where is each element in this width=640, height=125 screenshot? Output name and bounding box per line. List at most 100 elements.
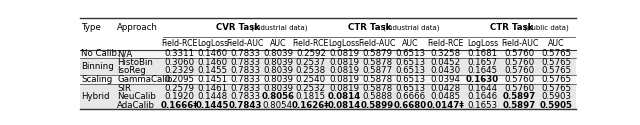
Text: Field-AUC: Field-AUC (501, 39, 538, 48)
Text: AUC: AUC (403, 39, 419, 48)
Text: CTR Task: CTR Task (490, 23, 534, 32)
Text: 0.7833: 0.7833 (230, 58, 260, 67)
Text: 0.8039: 0.8039 (263, 49, 293, 58)
Text: IsoReg: IsoReg (117, 66, 146, 76)
Text: 0.0430: 0.0430 (431, 66, 461, 76)
Text: Field-RCE: Field-RCE (292, 39, 329, 48)
Text: Binning: Binning (81, 62, 114, 71)
Text: 0.1455: 0.1455 (197, 66, 227, 76)
Text: 0.1646: 0.1646 (468, 92, 498, 101)
Text: 0.5878: 0.5878 (362, 75, 392, 84)
Text: 0.5888: 0.5888 (362, 92, 392, 101)
Text: 0.1645: 0.1645 (468, 66, 498, 76)
Text: 0.2537: 0.2537 (296, 58, 326, 67)
Text: (public data): (public data) (522, 24, 569, 31)
Text: 0.7833: 0.7833 (230, 75, 260, 84)
Text: Scaling: Scaling (81, 75, 113, 84)
Text: 0.1451: 0.1451 (197, 75, 227, 84)
Text: 0.5765: 0.5765 (541, 84, 572, 92)
Text: 0.2538: 0.2538 (296, 66, 326, 76)
Text: 0.1657: 0.1657 (468, 58, 498, 67)
Text: AUC: AUC (548, 39, 564, 48)
Text: Type: Type (81, 23, 101, 32)
Text: 0.8039: 0.8039 (263, 66, 293, 76)
Text: 0.8039: 0.8039 (263, 75, 293, 84)
Text: 0.2540: 0.2540 (296, 75, 326, 84)
Text: 0.7833: 0.7833 (230, 84, 260, 92)
Text: 0.1644: 0.1644 (468, 84, 498, 92)
Text: AUC: AUC (269, 39, 286, 48)
Text: 0.7833: 0.7833 (230, 92, 260, 101)
Text: 0.6513: 0.6513 (396, 49, 426, 58)
Text: 0.5879: 0.5879 (362, 49, 392, 58)
Text: 0.0394: 0.0394 (431, 75, 461, 84)
Text: LogLoss: LogLoss (197, 39, 228, 48)
Text: 0.0819: 0.0819 (329, 58, 359, 67)
Text: 0.2095: 0.2095 (164, 75, 195, 84)
Text: 0.5765: 0.5765 (541, 66, 572, 76)
Text: HistoBin: HistoBin (117, 58, 153, 67)
Text: 0.1460: 0.1460 (197, 58, 227, 67)
Text: 0.5903: 0.5903 (541, 92, 572, 101)
Text: 0.1448: 0.1448 (197, 92, 227, 101)
Text: Field-RCE: Field-RCE (428, 39, 464, 48)
Text: 0.0428: 0.0428 (431, 84, 461, 92)
Text: 0.5760: 0.5760 (504, 49, 534, 58)
Text: 0.1666‡: 0.1666‡ (161, 100, 198, 110)
Text: 0.2579: 0.2579 (164, 84, 195, 92)
Text: 0.5897: 0.5897 (503, 92, 536, 101)
Text: 0.1920: 0.1920 (164, 92, 195, 101)
Text: N/A: N/A (117, 49, 132, 58)
Text: NeuCalib: NeuCalib (117, 92, 156, 101)
Text: Field-RCE: Field-RCE (161, 39, 198, 48)
Text: 0.5878: 0.5878 (362, 84, 392, 92)
Text: 0.1445: 0.1445 (196, 100, 229, 110)
Text: Approach: Approach (117, 23, 158, 32)
Text: 0.6666: 0.6666 (396, 92, 426, 101)
Text: CTR Task: CTR Task (348, 23, 392, 32)
Text: 0.5760: 0.5760 (504, 58, 534, 67)
Text: 0.5765: 0.5765 (541, 58, 572, 67)
Text: 0.1626‡: 0.1626‡ (292, 100, 330, 110)
Text: 0.8039: 0.8039 (263, 84, 293, 92)
Text: 0.5905: 0.5905 (540, 100, 573, 110)
Text: 0.7843: 0.7843 (228, 100, 262, 110)
Text: 0.5765: 0.5765 (541, 75, 572, 84)
Text: 0.0814: 0.0814 (328, 92, 361, 101)
Text: 0.0819: 0.0819 (329, 49, 359, 58)
Text: 0.8054: 0.8054 (263, 100, 293, 110)
Text: 0.1653: 0.1653 (468, 100, 498, 110)
Text: 0.6513: 0.6513 (396, 84, 426, 92)
Text: 0.0452: 0.0452 (431, 58, 461, 67)
Text: 0.5897: 0.5897 (503, 100, 536, 110)
Text: GammaCalib: GammaCalib (117, 75, 173, 84)
Text: 0.0819: 0.0819 (329, 66, 359, 76)
Text: (industrial data): (industrial data) (248, 24, 307, 31)
Text: 0.6513: 0.6513 (396, 58, 426, 67)
Text: (industrial data): (industrial data) (381, 24, 439, 31)
Text: SIR: SIR (117, 84, 131, 92)
Text: Field-AUC: Field-AUC (358, 39, 396, 48)
Text: 0.0485: 0.0485 (431, 92, 461, 101)
Text: 0.3258: 0.3258 (431, 49, 461, 58)
Text: 0.0819: 0.0819 (329, 75, 359, 84)
Text: 0.6513: 0.6513 (396, 66, 426, 76)
Text: 0.5877: 0.5877 (362, 66, 392, 76)
Text: 0.1815: 0.1815 (296, 92, 326, 101)
Text: 0.0819: 0.0819 (329, 84, 359, 92)
Text: No Calib.: No Calib. (81, 49, 120, 58)
Text: 0.7833: 0.7833 (230, 49, 260, 58)
Text: 0.2532: 0.2532 (296, 84, 326, 92)
Text: AdaCalib: AdaCalib (117, 100, 155, 110)
Text: 0.5878: 0.5878 (362, 58, 392, 67)
Text: 0.1681: 0.1681 (468, 49, 498, 58)
Text: 0.1461: 0.1461 (197, 84, 227, 92)
Text: Hybrid: Hybrid (81, 92, 110, 101)
Text: 0.8056: 0.8056 (261, 92, 294, 101)
Text: LogLoss: LogLoss (467, 39, 499, 48)
Text: 0.2329: 0.2329 (164, 66, 195, 76)
Text: 0.1460: 0.1460 (197, 49, 227, 58)
Text: 0.0147‡: 0.0147‡ (427, 100, 465, 110)
Text: LogLoss: LogLoss (328, 39, 360, 48)
Text: 0.6680: 0.6680 (394, 100, 427, 110)
